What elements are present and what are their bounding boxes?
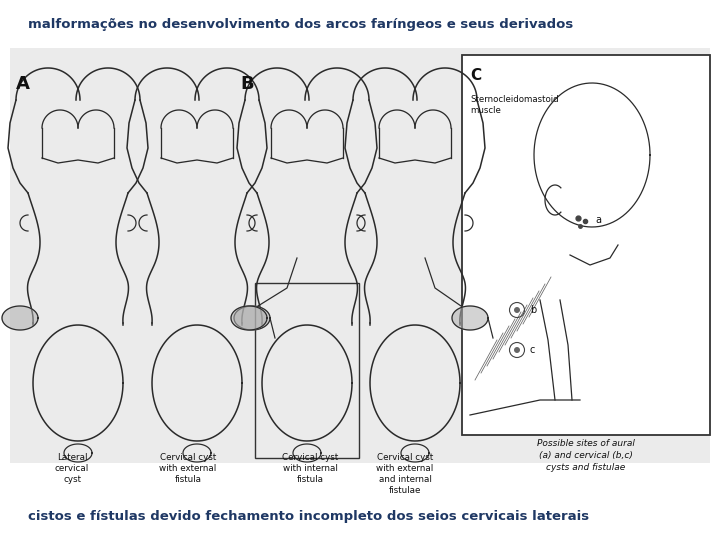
Polygon shape [234,306,270,330]
Text: C: C [470,68,481,83]
Bar [255,283,359,458]
Text: Cervical cyst
with external
fistula: Cervical cyst with external fistula [159,453,217,484]
Text: a: a [595,215,601,225]
Polygon shape [2,306,38,330]
Bar [10,48,710,463]
Circle shape [514,307,520,313]
Text: Possible sites of aural
(a) and cervical (b,c)
cysts and fistulae: Possible sites of aural (a) and cervical… [537,439,635,471]
Text: malformações no desenvolvimento dos arcos faríngeos e seus derivados: malformações no desenvolvimento dos arco… [28,18,573,31]
Text: Cervical cyst
with external
and internal
fistulae: Cervical cyst with external and internal… [377,453,433,495]
Text: cistos e fístulas devido fechamento incompleto dos seios cervicais laterais: cistos e fístulas devido fechamento inco… [28,510,589,523]
Polygon shape [231,306,267,330]
Text: Sternocleidomastoid
muscle: Sternocleidomastoid muscle [470,95,559,115]
Text: b: b [530,305,536,315]
Text: c: c [530,345,536,355]
Polygon shape [452,306,488,330]
Text: B: B [240,75,253,93]
Text: Cervical cyst
with internal
fistula: Cervical cyst with internal fistula [282,453,338,484]
Text: Lateral
cervical
cyst: Lateral cervical cyst [55,453,89,484]
Text: A: A [16,75,30,93]
Circle shape [514,347,520,353]
Bar [462,55,710,435]
